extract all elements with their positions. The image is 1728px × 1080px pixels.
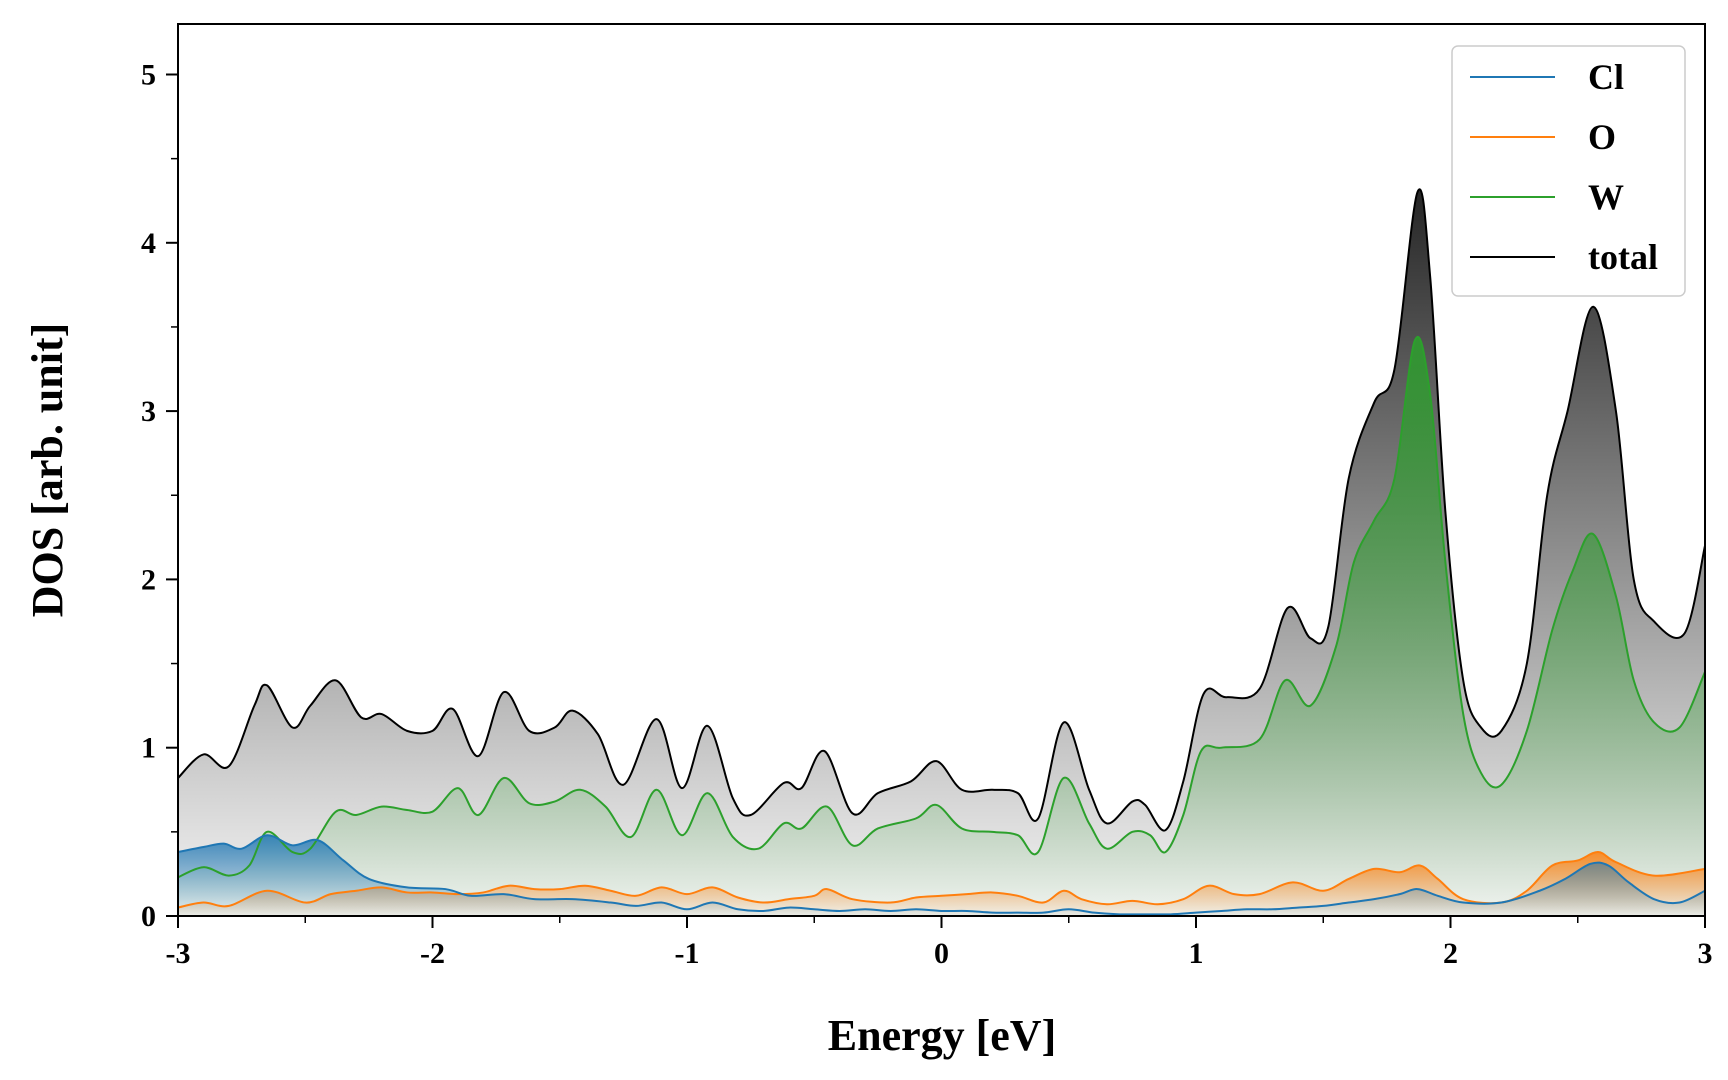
legend-label-cl: Cl <box>1588 57 1624 97</box>
x-tick-label: -3 <box>166 937 191 970</box>
x-tick-label: -2 <box>420 937 445 970</box>
legend-label-o: O <box>1588 117 1616 157</box>
x-tick-label: -1 <box>675 937 700 970</box>
x-axis-title: Energy [eV] <box>828 1011 1057 1060</box>
legend: Cl O W total <box>1451 45 1686 297</box>
series-line-cl <box>177 834 1706 916</box>
y-tick-label: 0 <box>141 900 156 933</box>
fill-area-cl <box>178 835 1705 916</box>
x-tick-label: 3 <box>1698 937 1713 970</box>
legend-box <box>1451 45 1686 297</box>
y-axis-title: DOS [arb. unit] <box>23 323 72 618</box>
x-tick-label: 2 <box>1443 937 1458 970</box>
series-lines <box>177 188 1706 916</box>
legend-label-w: W <box>1588 177 1624 217</box>
series-line-w <box>177 336 1706 879</box>
y-tick-label: 1 <box>141 732 156 765</box>
series-line-o <box>177 851 1706 909</box>
y-tick-label: 3 <box>141 395 156 428</box>
x-tick-label: 1 <box>1189 937 1204 970</box>
legend-label-total: total <box>1588 237 1658 277</box>
x-tick-label: 0 <box>934 937 949 970</box>
series-line-total <box>177 188 1706 832</box>
y-tick-label: 5 <box>141 58 156 91</box>
axis-ticks: -3 -2 -1 0 1 2 3 0 1 2 3 4 5 <box>141 58 1713 970</box>
fill-area-w <box>178 336 1705 916</box>
y-tick-label: 2 <box>141 563 156 596</box>
y-tick-label: 4 <box>141 227 156 260</box>
